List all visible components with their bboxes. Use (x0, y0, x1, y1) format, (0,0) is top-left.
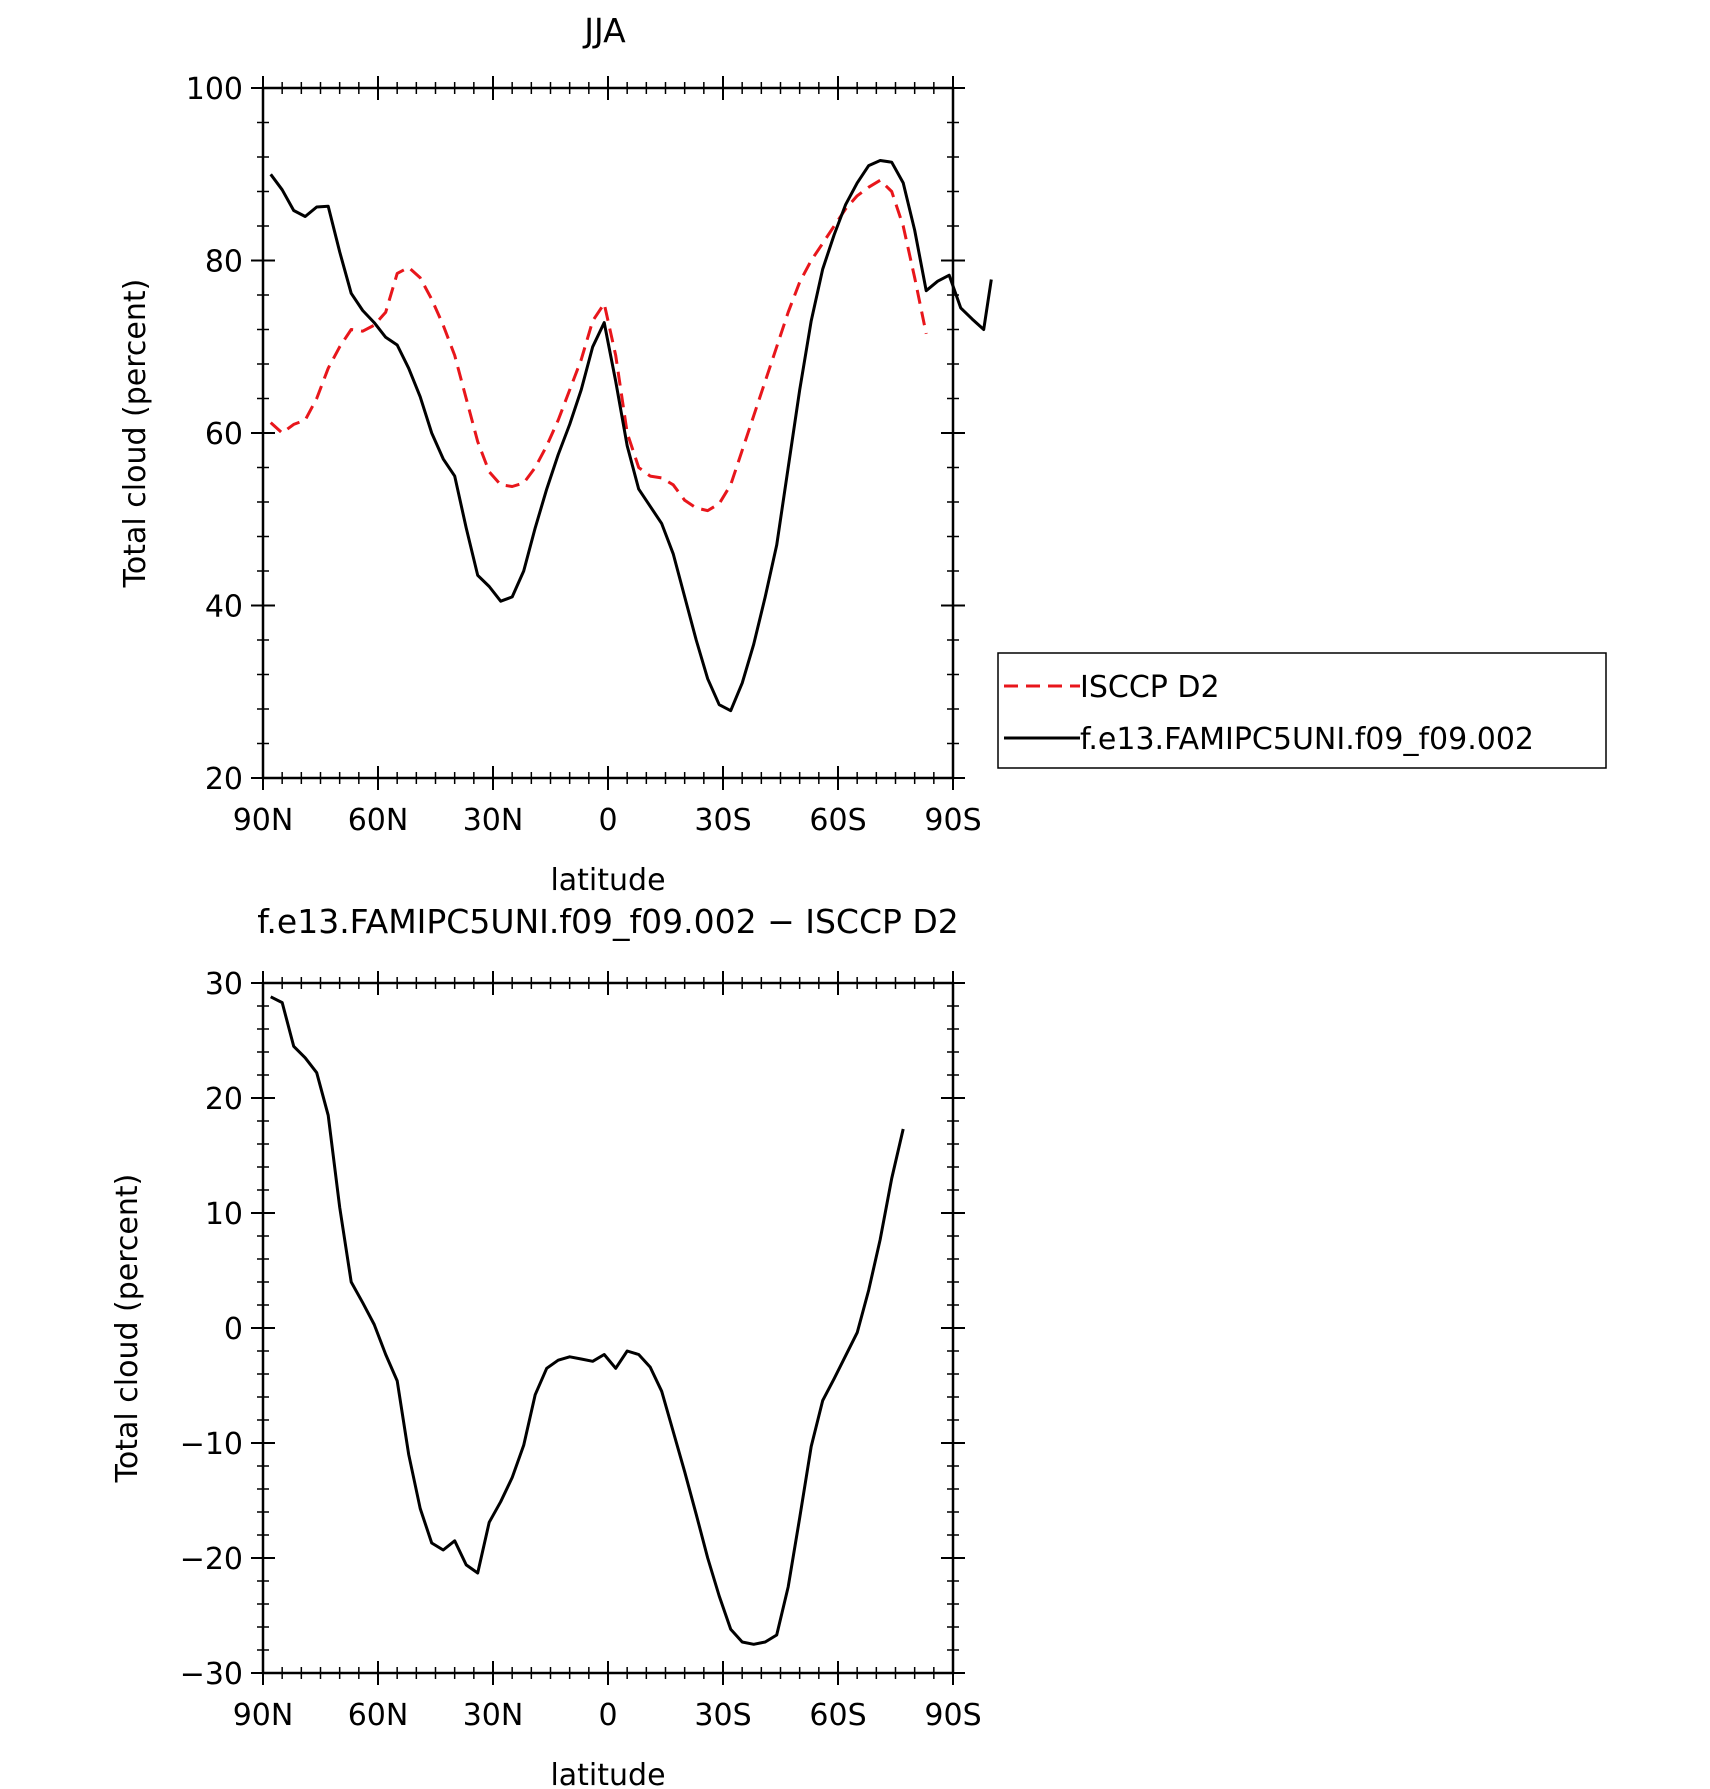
x-tick-label: 0 (598, 1698, 617, 1733)
y-tick-label: −30 (180, 1657, 243, 1692)
x-tick-label: 60N (348, 1698, 409, 1733)
x-tick-label: 90N (233, 1698, 294, 1733)
y-tick-label: 30 (205, 967, 243, 1002)
plot-frame-top (261, 86, 955, 780)
x-axis-label-bottom: latitude (550, 1758, 665, 1789)
panel-bottom: f.e13.FAMIPC5UNI.f09_f09.002 − ISCCP D2 … (110, 902, 982, 1789)
x-tick-label: 30N (463, 1698, 524, 1733)
series-layer-bottom (270, 995, 905, 1646)
y-tick-label: 20 (205, 1082, 243, 1117)
tick-labels-top: 90N 60N 30N 0 30S 60S 90S 20 40 60 80 100 (186, 72, 982, 838)
ticks-bottom (251, 971, 965, 1685)
series-line (269, 178, 928, 513)
series-line (270, 995, 905, 1646)
y-tick-label: 100 (186, 72, 243, 107)
x-tick-label: 60S (809, 803, 866, 838)
y-tick-label: 0 (224, 1312, 243, 1347)
series-line (269, 159, 993, 713)
y-tick-label: 20 (205, 762, 243, 797)
legend-box (997, 652, 1607, 769)
chart-title-top: JJA (582, 11, 626, 50)
x-tick-label: 90N (233, 803, 294, 838)
legend-label-isccp: ISCCP D2 (1080, 670, 1220, 705)
plot-frame-bottom (261, 981, 955, 1675)
y-tick-label: 60 (205, 417, 243, 452)
x-tick-label: 60N (348, 803, 409, 838)
y-tick-label: 40 (205, 590, 243, 625)
panel-top: JJA 90N 60N 30N 0 30S 60S 90S 20 40 60 80 100 latit… (118, 11, 1607, 898)
y-tick-label: 80 (205, 245, 243, 280)
x-tick-label: 90S (924, 1698, 981, 1733)
x-tick-label: 30S (694, 803, 751, 838)
legend-label-model: f.e13.FAMIPC5UNI.f09_f09.002 (1080, 722, 1534, 757)
tick-labels-bottom: 90N 60N 30N 0 30S 60S 90S −30 −20 −10 0 10 20 30 (180, 967, 982, 1733)
series-layer-top (269, 159, 993, 713)
x-tick-label: 30S (694, 1698, 751, 1733)
ticks-top (251, 76, 965, 790)
x-tick-label: 90S (924, 803, 981, 838)
x-tick-label: 0 (598, 803, 617, 838)
y-tick-label: −10 (180, 1427, 243, 1462)
y-tick-label: −20 (180, 1542, 243, 1577)
y-axis-label-bottom: Total cloud (percent) (110, 1174, 145, 1484)
y-axis-label-top: Total cloud (percent) (118, 279, 153, 589)
x-axis-label-top: latitude (550, 863, 665, 898)
y-tick-label: 10 (205, 1197, 243, 1232)
chart-title-bottom: f.e13.FAMIPC5UNI.f09_f09.002 − ISCCP D2 (257, 902, 959, 941)
x-tick-label: 30N (463, 803, 524, 838)
x-tick-label: 60S (809, 1698, 866, 1733)
legend: ISCCP D2 f.e13.FAMIPC5UNI.f09_f09.002 (997, 652, 1607, 769)
